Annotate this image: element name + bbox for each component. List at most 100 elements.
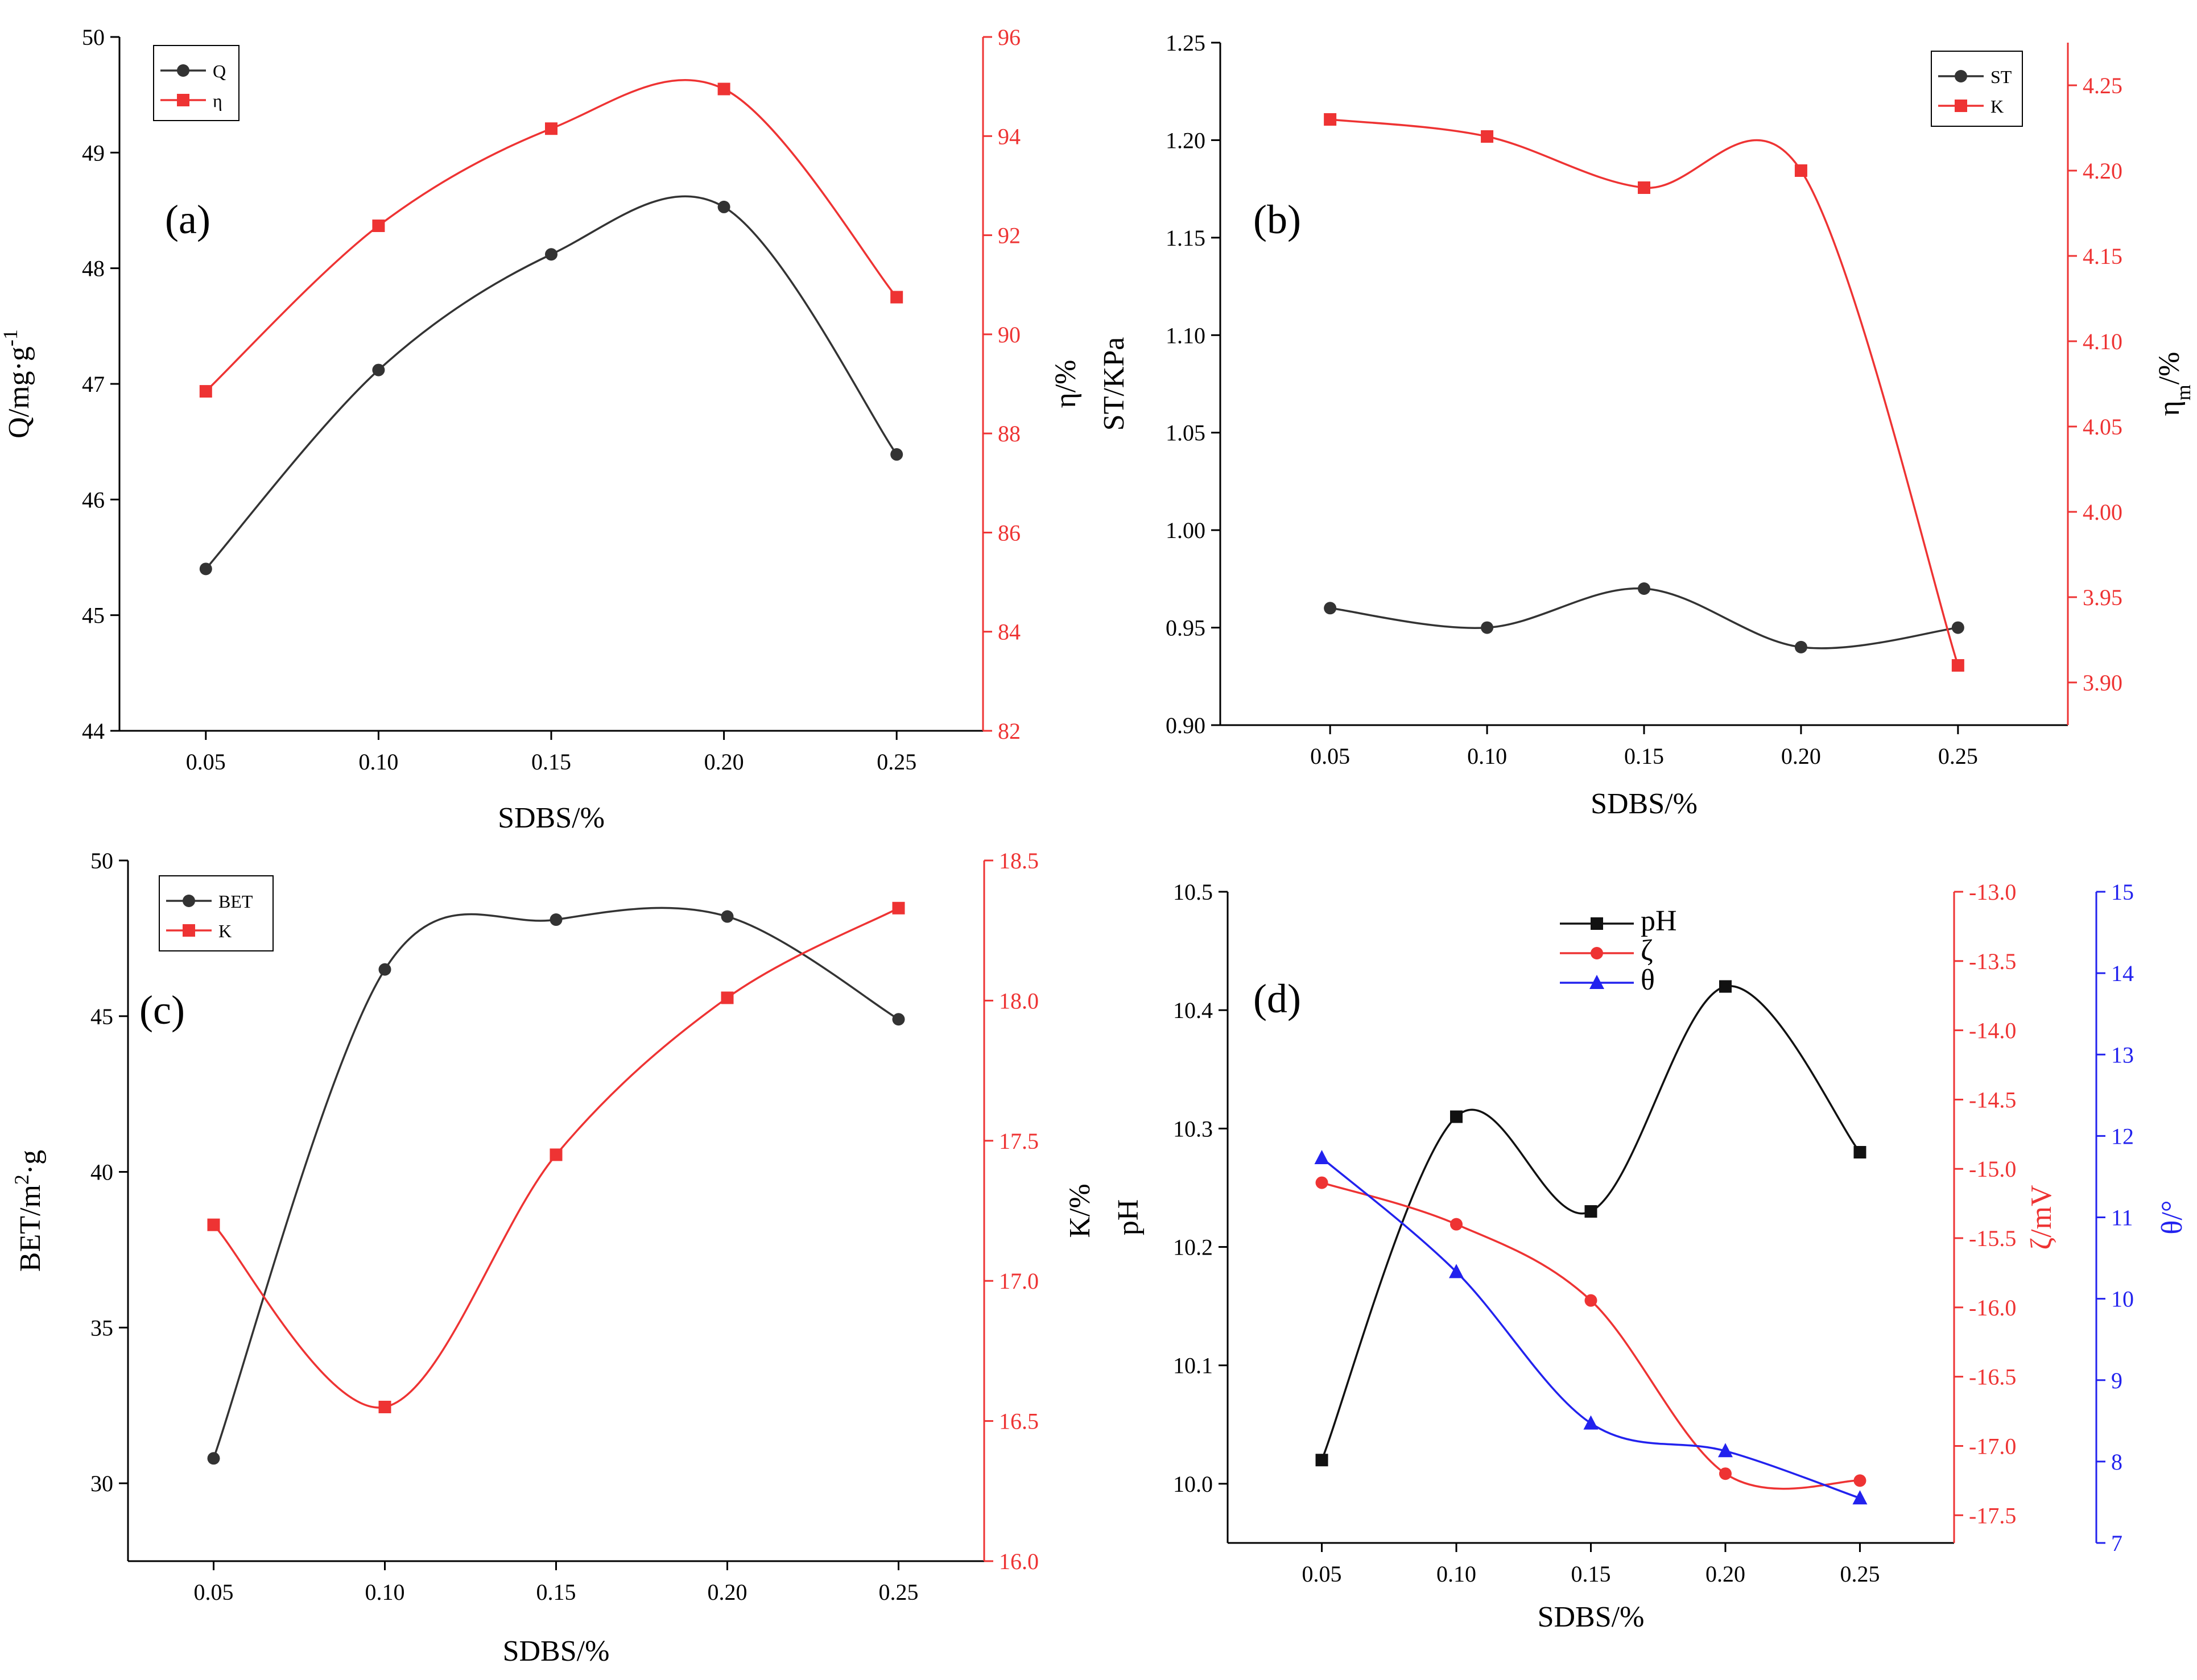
left-y-tick-label: 1.00 (1166, 518, 1205, 543)
x-tick-label: 0.15 (1571, 1561, 1611, 1587)
right-y-axis-label: ηm/% (2153, 352, 2195, 416)
left-y-tick-label: 40 (90, 1160, 113, 1185)
left-y-tick-label: 10.0 (1173, 1471, 1213, 1497)
right-y-tick-label: 90 (998, 322, 1021, 347)
data-point-Q (890, 448, 903, 461)
left-y-axis-label: ST/KPa (1098, 337, 1130, 431)
legend-label-pH: pH (1641, 905, 1677, 937)
right-y-tick-label: 17.0 (999, 1268, 1039, 1294)
right-y-tick-label: 4.00 (2083, 499, 2122, 525)
left-y-tick-label: 45 (90, 1004, 113, 1029)
right-y-tick-label: 4.15 (2083, 243, 2122, 269)
right-y-tick-label: 3.95 (2083, 585, 2122, 610)
x-tick-label: 0.05 (186, 749, 226, 775)
panel-label: (a) (165, 197, 210, 242)
data-point-BET (207, 1452, 220, 1465)
right-y-tick-label: -16.0 (1969, 1295, 2016, 1321)
data-point-pH (1853, 1146, 1866, 1158)
x-tick-label: 0.20 (708, 1579, 748, 1605)
data-point-BET (892, 1013, 905, 1026)
legend-label-K: K (1990, 96, 2004, 117)
panel-label: (c) (139, 987, 185, 1033)
data-point-Q (372, 363, 385, 376)
data-point-K (207, 1218, 220, 1231)
data-point-K (1324, 113, 1337, 126)
data-point-pH (1719, 980, 1732, 993)
legend-box (1931, 51, 2023, 127)
right-y-tick-label: -14.5 (1969, 1087, 2016, 1112)
legend-marker-BET (183, 895, 195, 907)
legend-marker-ζ (1591, 947, 1603, 959)
series-line-BET (212, 907, 899, 1459)
right2-y-tick-label: 15 (2111, 879, 2134, 905)
left-y-tick-label: 10.2 (1173, 1235, 1213, 1260)
data-point-η (717, 82, 730, 96)
data-point-ST (1324, 602, 1337, 615)
right-y-tick-label: 82 (998, 718, 1021, 744)
right-y-tick-label: 4.10 (2083, 329, 2122, 354)
right-y-tick-label: -15.5 (1969, 1226, 2016, 1251)
legend-label-BET: BET (218, 891, 253, 912)
data-point-ζ (1584, 1294, 1597, 1307)
data-point-θ (1449, 1264, 1464, 1278)
legend-box (153, 45, 239, 121)
legend-label-θ: θ (1641, 964, 1655, 996)
x-tick-label: 0.15 (536, 1579, 576, 1605)
x-tick-label: 0.05 (1310, 743, 1350, 769)
legend-label-Q: Q (213, 61, 226, 81)
data-point-η (890, 291, 903, 304)
right-y-tick-label: 94 (998, 123, 1021, 149)
right-y-tick-label: -15.0 (1969, 1156, 2016, 1182)
data-point-Q (199, 562, 212, 576)
legend-label-η: η (213, 90, 222, 111)
left-y-axis-label: Q/mg·g-1 (0, 329, 35, 438)
data-point-pH (1315, 1454, 1328, 1467)
x-tick-label: 0.20 (704, 749, 744, 775)
legend-label-ST: ST (1990, 67, 2012, 87)
right-y-tick-label: 4.05 (2083, 414, 2122, 440)
x-axis-label: SDBS/% (1591, 788, 1698, 820)
right2-y-tick-label: 14 (2111, 961, 2134, 986)
series-line-ζ (1321, 1181, 1860, 1490)
data-point-ST (1638, 582, 1650, 595)
right-y-tick-label: 92 (998, 223, 1021, 249)
right-y-tick-label: 88 (998, 421, 1021, 446)
data-point-ζ (1450, 1218, 1463, 1231)
left-y-tick-label: 47 (82, 371, 105, 397)
right-y-tick-label: 86 (998, 520, 1021, 545)
panel-4: 0.05 0.10 0.15 0.20 0.25 SDBS/% 10.0 10.1 10.2 10… (1112, 879, 2188, 1633)
left-y-tick-label: 10.4 (1173, 998, 1213, 1023)
right-y-tick-label: -17.5 (1969, 1503, 2016, 1528)
left-y-tick-label: 50 (90, 848, 113, 874)
right-y-tick-label: 84 (998, 619, 1021, 645)
series-line-θ (1321, 1157, 1861, 1499)
legend-marker-K (183, 924, 195, 937)
data-point-K (892, 901, 905, 915)
x-tick-label: 0.25 (1840, 1561, 1880, 1587)
left-y-tick-label: 10.1 (1173, 1353, 1213, 1379)
right2-y-tick-label: 12 (2111, 1123, 2134, 1149)
right-y-axis-label: ζ/mV (2025, 1185, 2058, 1250)
x-tick-label: 0.25 (877, 749, 916, 775)
left-y-tick-label: 10.5 (1173, 879, 1213, 905)
data-point-η (372, 220, 385, 233)
series-line-ST (1329, 587, 1959, 649)
legend: Qη (153, 45, 239, 121)
right-y-tick-label: -17.0 (1969, 1433, 2016, 1459)
left-y-tick-label: 50 (82, 24, 105, 50)
right-y-tick-label: 96 (998, 24, 1021, 50)
legend-label-ζ: ζ (1641, 934, 1653, 967)
data-point-ST (1951, 621, 1964, 634)
right-y-tick-label: 18.0 (999, 988, 1039, 1013)
x-tick-label: 0.15 (1624, 743, 1664, 769)
legend: BET K (159, 875, 274, 951)
data-point-ζ (1315, 1176, 1328, 1189)
legend-label-K: K (218, 921, 232, 941)
legend-marker-η (177, 94, 189, 106)
x-tick-label: 0.05 (194, 1579, 234, 1605)
left-y-tick-label: 1.20 (1166, 127, 1205, 153)
right-y-tick-label: 18.5 (999, 848, 1039, 874)
right-y-tick-label: 3.90 (2083, 670, 2122, 696)
left-y-tick-label: 48 (82, 256, 105, 282)
panel-1: 0.05 0.10 0.15 0.20 0.25 SDBS/% 44 45 46 47 48 49 50… (0, 24, 1082, 834)
